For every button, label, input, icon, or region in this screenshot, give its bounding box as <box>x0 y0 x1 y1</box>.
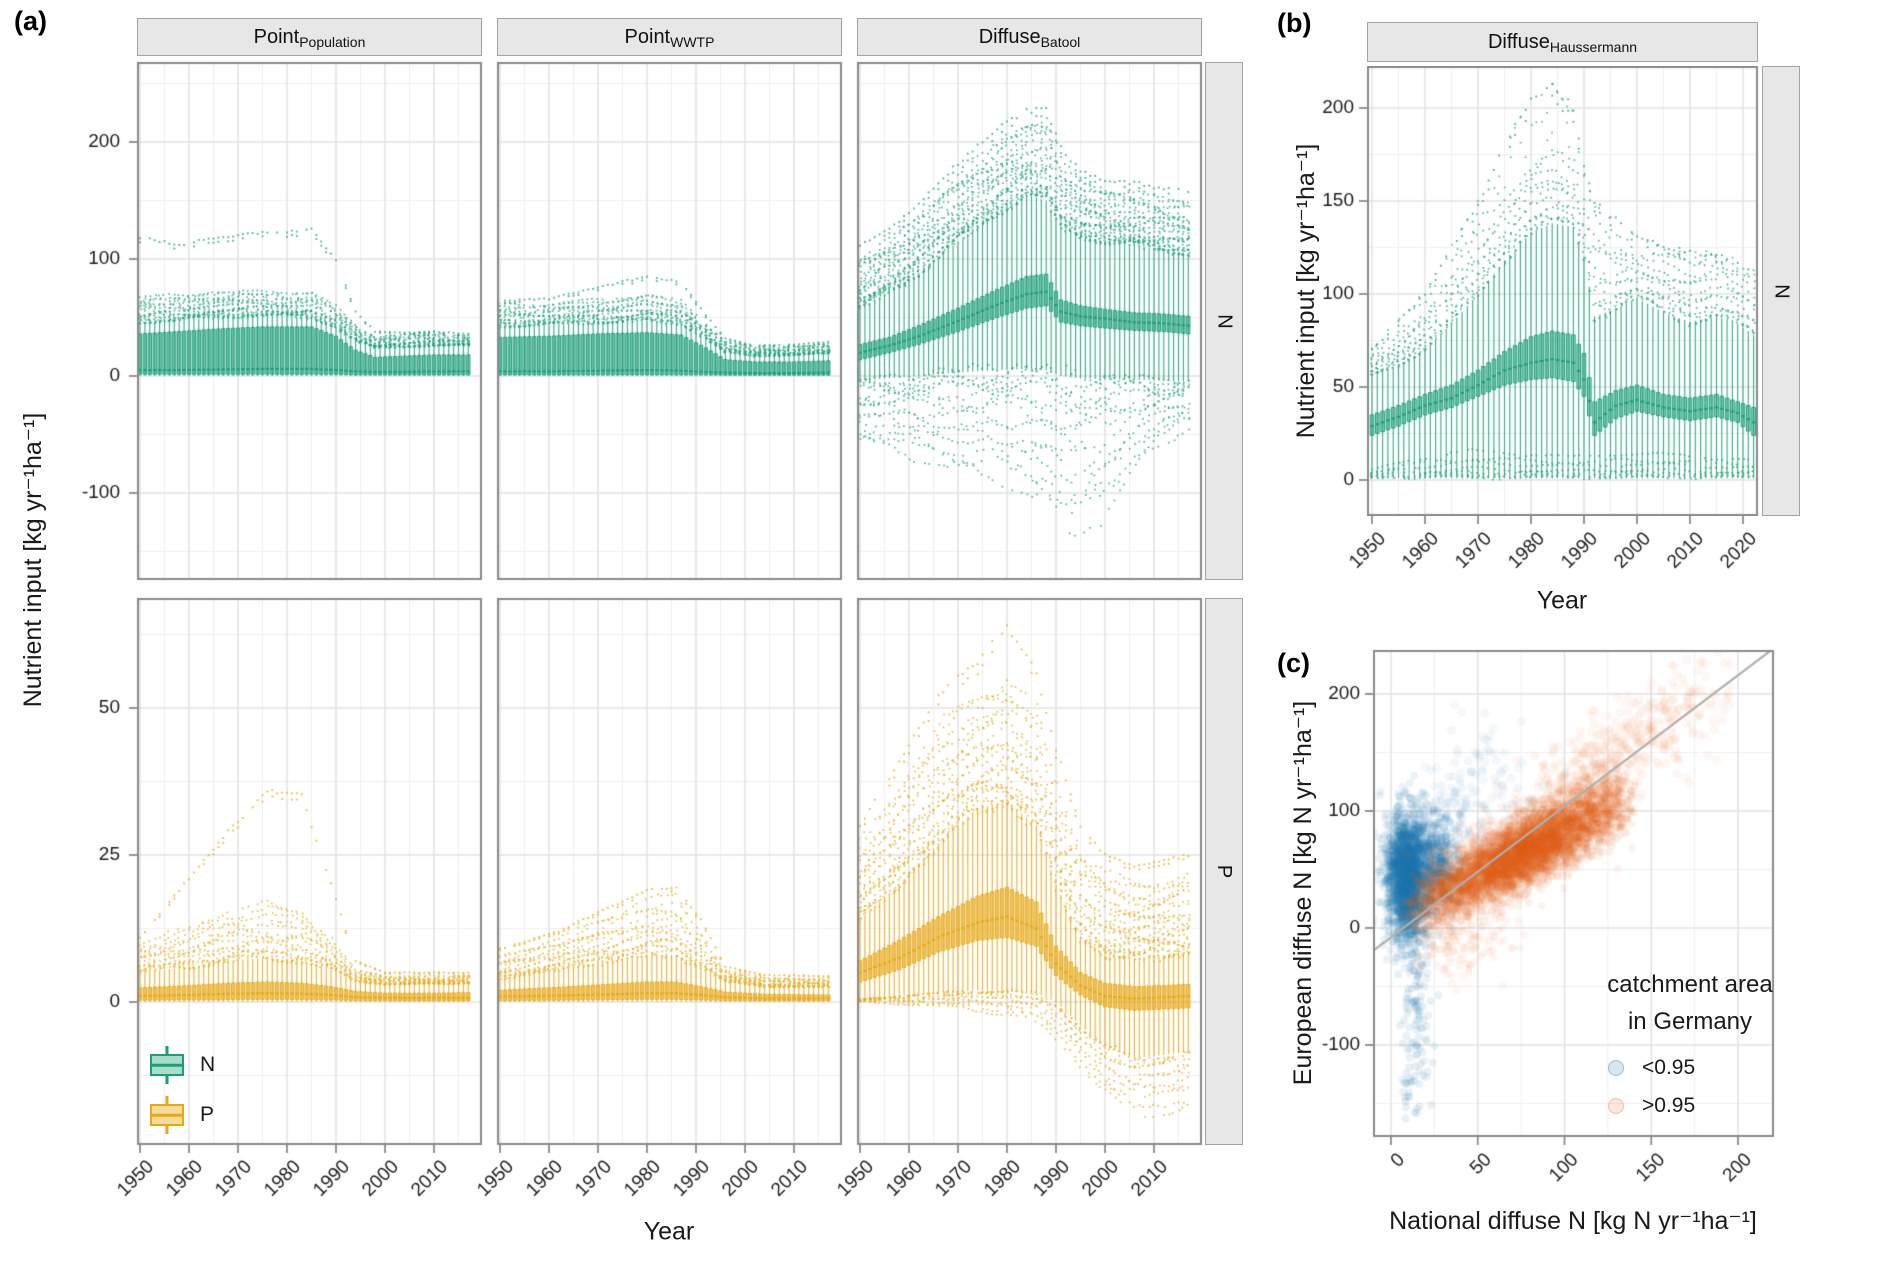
legend-item-p-label: P <box>200 1103 215 1126</box>
legend-item-n-label: N <box>200 1053 216 1076</box>
legend-item-p: P <box>148 1094 215 1136</box>
facet-strip-title: Point <box>253 25 300 48</box>
facet-strip-row-n-b: N <box>1762 66 1800 516</box>
facet-strip-row-n: N <box>1205 62 1243 580</box>
legend-c-title-line2: in Germany <box>1627 1008 1753 1035</box>
x-axis-title-b: Year <box>1536 586 1588 615</box>
panel-a-label: (a) <box>14 6 47 36</box>
scatter-glyph-orange-icon <box>1608 1098 1624 1114</box>
facet-strip-point-wwtp: Point WWTP <box>497 18 842 56</box>
facet-strip-title: Diffuse <box>1487 30 1550 53</box>
scatter-glyph-blue-icon <box>1608 1060 1624 1076</box>
facet-strip-subscript: Population <box>299 34 366 50</box>
legend-c-item-lt: <0.95 <box>1608 1056 1695 1080</box>
legend-item-n: N <box>148 1044 215 1086</box>
facet-strip-title: Diffuse <box>978 25 1041 48</box>
facet-strip-row-p-label: P <box>1213 864 1236 879</box>
facet-strip-subscript: WWTP <box>670 34 715 50</box>
legend-c-title: catchment area in Germany <box>1510 966 1870 1040</box>
x-axis-title-c: National diffuse N [kg N yr⁻¹ha⁻¹] <box>1389 1207 1757 1235</box>
legend-a: N P <box>148 1044 215 1136</box>
facet-strip-title: Point <box>624 25 671 48</box>
facet-strip-subscript: Haussermann <box>1549 39 1638 55</box>
facet-strip-diffuse-haussermann: Diffuse Haussermann <box>1367 22 1758 62</box>
panel-c-label: (c) <box>1277 648 1310 678</box>
legend-c-item-gt-label: >0.95 <box>1642 1094 1696 1117</box>
boxplot-glyph-n-icon <box>148 1044 186 1086</box>
legend-c-title-line1: catchment area <box>1607 971 1773 998</box>
y-axis-title-c: European diffuse N [kg N yr⁻¹ha⁻¹] <box>1289 700 1317 1086</box>
legend-c-item-gt: >0.95 <box>1608 1094 1695 1118</box>
y-axis-title-a: Nutrient input [kg yr⁻¹ha⁻¹] <box>19 412 47 708</box>
legend-c-item-lt-label: <0.95 <box>1642 1056 1696 1079</box>
facet-strip-row-n-label: N <box>1213 313 1236 329</box>
y-axis-title-b: Nutrient input [kg yr⁻¹ha⁻¹] <box>1292 143 1320 439</box>
x-axis-title-a: Year <box>643 1217 695 1246</box>
facet-strip-subscript: Batool <box>1040 34 1081 50</box>
facet-strip-row-n-b-label: N <box>1770 283 1793 299</box>
facet-strip-point-population: Point Population <box>137 18 482 56</box>
panel-b-label: (b) <box>1277 8 1312 38</box>
boxplot-glyph-p-icon <box>148 1094 186 1136</box>
facet-strip-row-p: P <box>1205 598 1243 1145</box>
facet-strip-diffuse-batool: Diffuse Batool <box>857 18 1202 56</box>
